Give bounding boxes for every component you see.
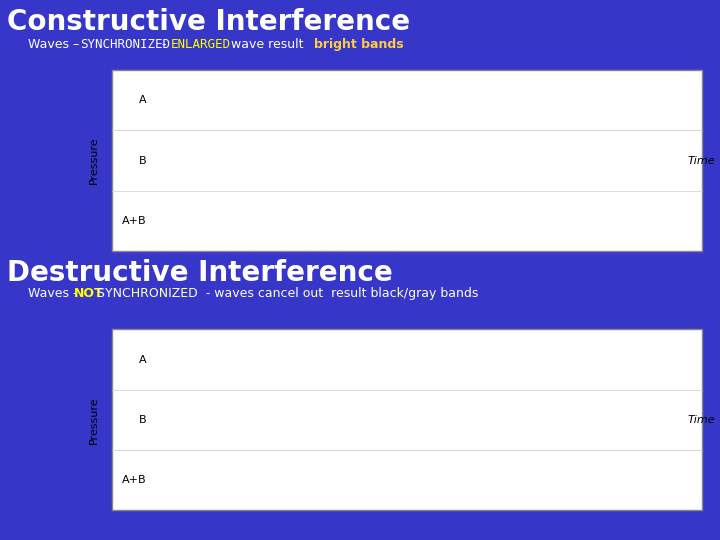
Text: B: B (139, 156, 146, 166)
Text: SYNCHRONIZED  - waves cancel out  result black/gray bands: SYNCHRONIZED - waves cancel out result b… (93, 287, 478, 300)
Text: A: A (139, 355, 146, 365)
Text: bright bands: bright bands (314, 38, 404, 51)
Text: A+B: A+B (122, 475, 146, 485)
Text: SYNCHRONIZED: SYNCHRONIZED (80, 38, 170, 51)
Text: Constructive Interference: Constructive Interference (7, 8, 410, 36)
Text: ENLARGED: ENLARGED (171, 38, 231, 51)
Text: NOT: NOT (73, 287, 103, 300)
Text: Destructive Interference: Destructive Interference (7, 259, 393, 287)
Text: -: - (158, 38, 166, 51)
Text: B: B (139, 415, 146, 425)
Text: Waves -: Waves - (28, 287, 78, 300)
Text: Waves –: Waves – (28, 38, 84, 51)
Text: A: A (139, 96, 146, 105)
Text: Time: Time (687, 415, 715, 425)
Text: Pressure: Pressure (89, 396, 99, 444)
Text: wave result: wave result (223, 38, 307, 51)
Text: A+B: A+B (122, 216, 146, 226)
Text: Time: Time (687, 156, 715, 166)
Text: Pressure: Pressure (89, 137, 99, 185)
